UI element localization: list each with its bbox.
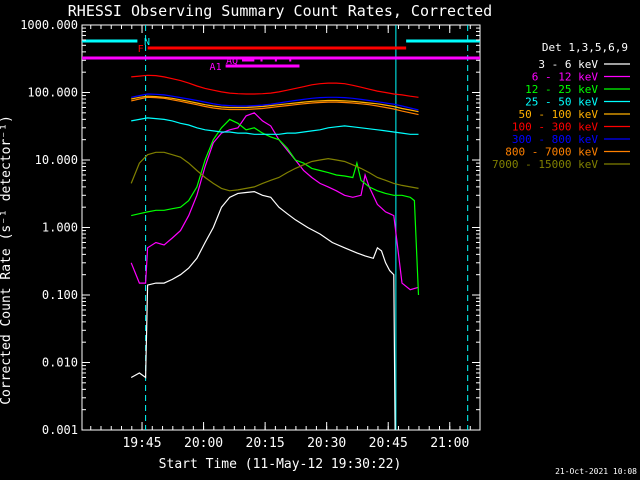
x-tick-label: 20:00 <box>184 436 223 451</box>
legend-entry-label: 800 - 7000 keV <box>505 146 598 159</box>
legend-title: Det 1,3,5,6,9 <box>542 41 628 54</box>
flag-bar-segment <box>82 39 138 43</box>
flag-bar-segment <box>82 56 480 60</box>
y-tick-label: 10.000 <box>35 153 78 167</box>
x-tick-label: 21:00 <box>430 436 469 451</box>
y-tick-label: 1000.000 <box>20 18 78 32</box>
x-tick-label: 20:30 <box>307 436 346 451</box>
y-tick-label: 1.000 <box>42 221 78 235</box>
series-line <box>131 118 420 296</box>
legend-entry-label: 12 - 25 keV <box>525 83 598 96</box>
flag-bar-segment <box>242 58 255 62</box>
flag-bar-segment <box>147 46 407 50</box>
legend-entry-label: 7000 - 15000 keV <box>492 158 598 171</box>
y-tick-label: 100.000 <box>27 86 78 100</box>
legend-entry-label: 100 - 300 keV <box>512 121 598 134</box>
series-line <box>130 190 396 431</box>
x-tick-label: 20:15 <box>246 436 285 451</box>
legend-entry-label: 3 - 6 keV <box>538 58 598 71</box>
legend-entry-label: 300 - 800 keV <box>512 133 598 146</box>
x-tick-label: 19:45 <box>122 436 161 451</box>
flag-bar-segment <box>260 58 263 62</box>
flag-label: N <box>144 37 150 48</box>
flag-bar-segment <box>406 39 480 43</box>
series-line <box>130 151 419 192</box>
flag-label: AQ <box>226 56 238 67</box>
flag-bar-segment <box>225 64 300 68</box>
flag-label: A1 <box>210 62 222 73</box>
x-axis-label: Start Time (11-May-12 19:30:22) <box>159 457 402 472</box>
series-line <box>131 117 419 135</box>
y-tick-label: 0.010 <box>42 356 78 370</box>
y-axis-label: Corrected Count Rate (s⁻¹ detector⁻¹) <box>0 115 14 405</box>
flag-bar-segment <box>274 58 277 62</box>
chart-title: RHESSI Observing Summary Count Rates, Co… <box>68 2 492 20</box>
series-line <box>131 74 419 98</box>
series-line <box>131 95 419 113</box>
flag-bar-segment <box>289 58 292 62</box>
y-tick-label: 0.100 <box>42 288 78 302</box>
legend-entry-label: 25 - 50 keV <box>525 96 598 109</box>
y-tick-label: 0.001 <box>42 423 78 437</box>
footer-date: 21-Oct-2021 10:08 <box>555 467 637 476</box>
legend-entry-label: 6 - 12 keV <box>532 71 599 84</box>
series-line <box>131 96 419 116</box>
legend-entry-label: 50 - 100 keV <box>519 108 599 121</box>
flag-label: F <box>138 44 144 55</box>
series-line <box>131 93 419 111</box>
x-tick-label: 20:45 <box>369 436 408 451</box>
